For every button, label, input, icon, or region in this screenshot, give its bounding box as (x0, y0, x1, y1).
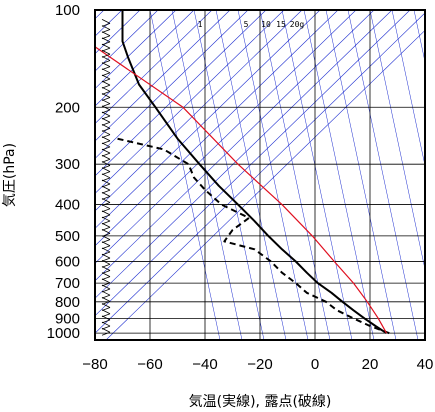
y-tick-label: 800 (55, 294, 80, 311)
mixing-ratio-line (391, 10, 425, 167)
x-tick-label: −80 (82, 356, 107, 373)
isotherm-line (95, 10, 213, 124)
parcel-line (95, 46, 388, 334)
wind-barb (101, 247, 111, 256)
grid-lines (95, 9, 425, 340)
wind-barb (101, 185, 111, 194)
isotherm-line (95, 10, 321, 229)
x-tick-label: 20 (362, 356, 379, 373)
wind-barb (101, 222, 111, 231)
wind-barb (101, 99, 111, 108)
y-axis-label: 気圧(hPa) (2, 143, 18, 207)
wind-barb (101, 309, 111, 318)
wind-barb (101, 154, 111, 163)
wind-barb (101, 284, 111, 293)
isotherm-line (95, 10, 231, 142)
wind-barb (101, 37, 111, 46)
wind-barb (101, 68, 111, 77)
wind-barb (101, 315, 111, 324)
isotherm-line (105, 29, 425, 340)
mixing-ratio-line (303, 10, 375, 340)
y-tick-label: 600 (55, 253, 80, 270)
wind-barb (101, 179, 111, 188)
mixing-ratio-line (149, 10, 221, 340)
wind-barb (101, 31, 111, 40)
mixing-ratio-label: 10 (261, 20, 271, 29)
wind-barb (101, 43, 111, 52)
x-tick-label: −60 (137, 356, 162, 373)
x-tick-labels: −80 −60 −40 −20 0 20 40 (82, 356, 433, 373)
x-tick-label: 40 (417, 356, 434, 373)
mixing-ratio-label: 5 (244, 20, 249, 29)
mixing-ratio-label: 15 (276, 20, 286, 29)
wind-barb (101, 80, 111, 89)
mixing-ratio-label: 20g (290, 20, 305, 29)
isotherm-line (95, 10, 393, 299)
isotherm-line (95, 10, 357, 264)
wind-barb (101, 235, 111, 243)
wind-barb (101, 117, 111, 126)
dewpoint-line (116, 137, 390, 335)
isotherm-line (95, 10, 375, 282)
y-tick-label: 500 (55, 228, 80, 245)
x-tick-label: −20 (247, 356, 272, 373)
isotherm-line (95, 10, 285, 194)
temperature-line (121, 10, 388, 335)
isotherm-line (95, 10, 303, 212)
y-tick-label: 900 (55, 310, 80, 327)
y-tick-label: 1000 (47, 325, 80, 342)
mixing-ratio-label: 1 (198, 20, 203, 29)
wind-barb (101, 130, 111, 138)
mixing-ratio-line (237, 10, 309, 340)
mixing-ratio-line (259, 10, 331, 340)
isotherm-line (95, 10, 411, 317)
wind-barb (101, 290, 111, 299)
mixing-ratio-line (281, 10, 353, 340)
isotherm-line (95, 10, 195, 107)
isotherm-line (95, 10, 249, 159)
data-series (95, 10, 390, 335)
y-tick-label: 700 (55, 275, 80, 292)
isotherm-line (95, 10, 159, 72)
wind-barb (101, 93, 111, 101)
wind-barb (101, 191, 111, 200)
mixing-ratio-line (193, 10, 265, 340)
wind-barb (101, 210, 111, 219)
y-tick-label: 400 (55, 197, 80, 214)
mixing-ratio-line (369, 10, 425, 271)
isotherm-line (95, 10, 177, 90)
wind-barb (101, 167, 111, 176)
mixing-ratio-line (171, 10, 243, 340)
wind-barb (101, 272, 111, 281)
mixing-ratio-line (325, 10, 397, 340)
wind-barb (101, 297, 111, 305)
x-tick-label: 0 (311, 356, 319, 373)
wind-barb (101, 25, 111, 33)
y-tick-label: 100 (55, 2, 80, 19)
wind-barb (101, 327, 111, 336)
plot-frame (94, 9, 426, 341)
mixing-ratio-line (215, 10, 287, 340)
wind-barb (101, 303, 111, 311)
wind-barb (101, 86, 111, 95)
wind-barb (101, 142, 111, 151)
isotherm-line (95, 12, 425, 334)
mixing-ratio-labels: 1 5 10 15 20g (198, 20, 305, 29)
isotherm-line (95, 10, 267, 177)
wind-barb (101, 136, 111, 145)
wind-barb (101, 241, 111, 250)
x-axis-label: 気温(実線), 露点(破線) (189, 394, 332, 410)
wind-barb (101, 62, 111, 70)
y-tick-label: 300 (55, 156, 80, 173)
wind-barbs (101, 19, 111, 336)
y-tick-label: 200 (55, 99, 80, 116)
mixing-ratio-line (347, 10, 419, 340)
isotherm-line (95, 10, 339, 247)
x-tick-label: −40 (192, 356, 217, 373)
wind-barb (101, 204, 111, 213)
